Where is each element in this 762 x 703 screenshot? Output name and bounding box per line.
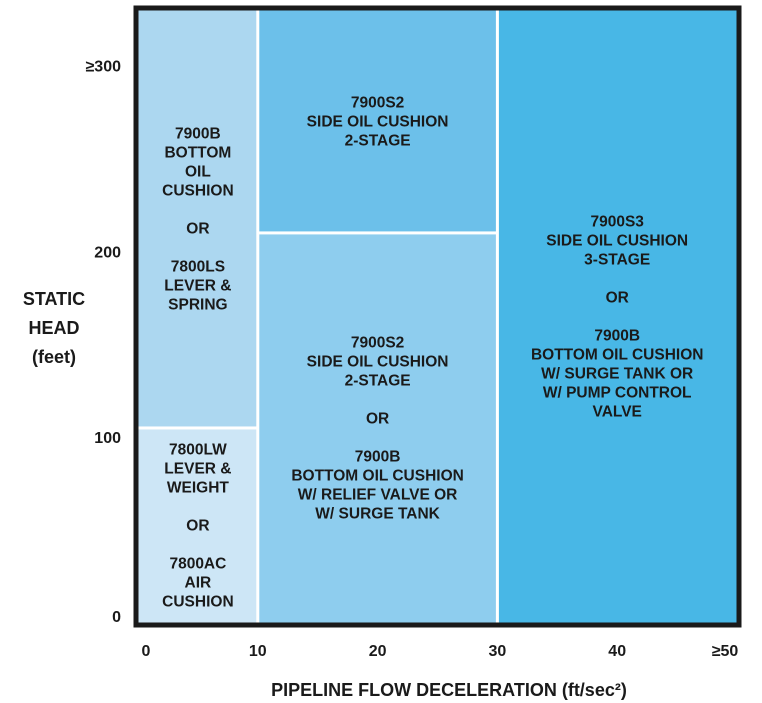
region-label-line: W/ PUMP CONTROL: [543, 385, 692, 402]
y-axis-title-line: (feet): [32, 347, 76, 367]
region-5: [498, 10, 737, 623]
y-tick-label: 200: [94, 244, 121, 261]
y-axis-title-line: STATIC: [23, 289, 85, 309]
region-label-line: CUSHION: [162, 182, 233, 199]
x-tick-label: 10: [249, 643, 267, 660]
region-label-line: OR: [186, 220, 209, 237]
region-label-line: 7800LS: [171, 258, 225, 275]
region-label-line: W/ SURGE TANK: [315, 505, 440, 522]
region-label-line: 7900B: [594, 328, 640, 345]
region-1: [138, 10, 257, 427]
y-tick-label: 100: [94, 430, 121, 447]
region-label-line: LEVER &: [164, 460, 231, 477]
y-tick-labels: 0 100 200 ≥300: [86, 59, 122, 626]
y-axis-title-text: STATIC HEAD (feet): [23, 289, 85, 367]
y-axis-title-line: HEAD: [28, 318, 79, 338]
region-label-line: CUSHION: [162, 593, 233, 610]
region-label-line: 7800AC: [169, 555, 226, 572]
y-tick-label: 0: [112, 609, 121, 626]
x-tick-label: 30: [489, 643, 507, 660]
region-label-line: BOTTOM: [164, 144, 231, 161]
x-tick-label: 20: [369, 643, 387, 660]
plot-frame: [133, 5, 742, 628]
y-axis-title: STATIC HEAD (feet): [23, 289, 85, 367]
region-3-label: 7900S2 SIDE OIL CUSHION 2-STAGE: [307, 94, 449, 149]
region-2: [138, 429, 257, 623]
region-label-line: SIDE OIL CUSHION: [307, 113, 449, 130]
region-label-line: SPRING: [168, 296, 227, 313]
regions-layer: [138, 10, 737, 623]
region-label-line: VALVE: [593, 404, 642, 421]
x-tick-label: 0: [142, 643, 151, 660]
region-label-line: OR: [606, 290, 629, 307]
region-label-line: BOTTOM OIL CUSHION: [531, 347, 704, 364]
x-tick-labels: 0 10 20 30 40 ≥50: [142, 643, 739, 660]
region-1-label: 7900B BOTTOM OIL CUSHION OR 7800LS LEVER & SPRI…: [162, 125, 233, 313]
region-label-line: 2-STAGE: [345, 372, 411, 389]
region-4: [259, 234, 496, 623]
region-label-line: SIDE OIL CUSHION: [307, 353, 449, 370]
region-label-line: OR: [186, 517, 209, 534]
region-label-line: OR: [366, 410, 389, 427]
y-tick-label: ≥300: [86, 59, 122, 76]
region-label-line: OIL: [185, 163, 211, 180]
region-label-line: AIR: [185, 574, 212, 591]
region-label-line: 2-STAGE: [345, 132, 411, 149]
region-label-line: 7800LW: [169, 441, 227, 458]
region-2-label: 7800LW LEVER & WEIGHT OR 7800AC AIR CUSHION: [162, 441, 233, 610]
region-label-line: LEVER &: [164, 277, 231, 294]
region-label-line: W/ RELIEF VALVE OR: [298, 486, 458, 503]
region-label-line: 7900B: [175, 125, 221, 142]
region-labels-layer: 7900B BOTTOM OIL CUSHION OR 7800LS LEVER & SPRI…: [162, 94, 703, 610]
region-5-label: 7900S3 SIDE OIL CUSHION 3-STAGE OR 7900B BOTT…: [531, 214, 704, 421]
region-label-line: 3-STAGE: [584, 252, 650, 269]
region-label-line: 7900S2: [351, 94, 404, 111]
x-tick-label: ≥50: [712, 643, 739, 660]
region-label-line: W/ SURGE TANK OR: [541, 366, 693, 383]
region-label-line: SIDE OIL CUSHION: [546, 233, 688, 250]
x-axis-title: PIPELINE FLOW DECELERATION (ft/sec²): [271, 680, 627, 700]
x-tick-label: 40: [608, 643, 626, 660]
region-label-line: 7900S2: [351, 334, 404, 351]
region-3: [259, 10, 496, 232]
region-label-line: WEIGHT: [167, 479, 230, 496]
region-label-line: BOTTOM OIL CUSHION: [291, 467, 464, 484]
region-label-line: 7900B: [355, 448, 401, 465]
region-4-label: 7900S2 SIDE OIL CUSHION 2-STAGE OR 7900B BOTT…: [291, 334, 464, 522]
region-label-line: 7900S3: [590, 214, 644, 231]
